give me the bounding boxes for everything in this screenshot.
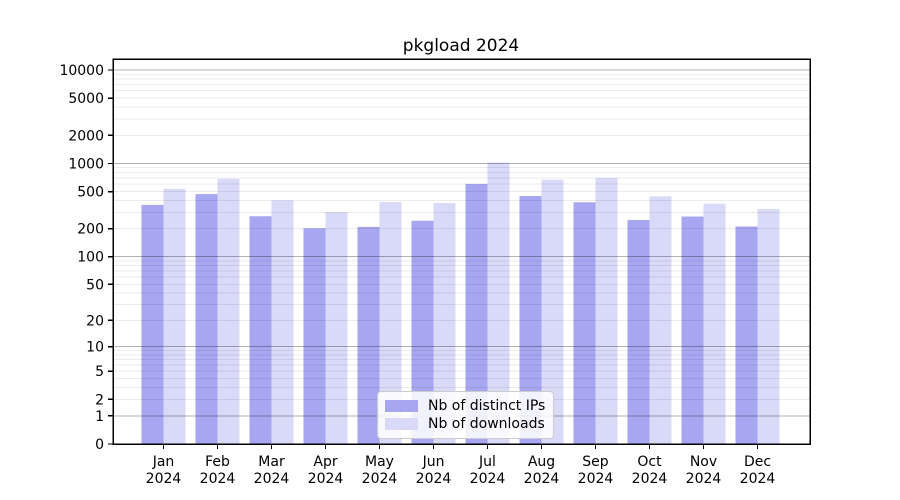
y-tick-label: 50: [86, 277, 104, 293]
y-tick-label: 1: [95, 409, 104, 425]
x-tick-label-year: 2024: [308, 471, 344, 487]
x-tick-label: Feb: [205, 454, 230, 470]
legend-item-downloads: Nb of downloads: [385, 415, 545, 433]
bar-downloads-nov: [703, 203, 726, 444]
x-tick-label-year: 2024: [362, 471, 398, 487]
bar-downloads-dec: [757, 209, 780, 444]
bar-ips-sep: [573, 202, 596, 444]
x-tick-label-year: 2024: [524, 471, 560, 487]
y-tick-label: 1000: [68, 156, 104, 172]
bar-ips-jan: [141, 204, 164, 444]
bar-ips-apr: [303, 228, 326, 444]
y-tick-label: 500: [77, 185, 104, 201]
bar-downloads-mar: [271, 200, 294, 444]
bar-ips-feb: [195, 194, 218, 444]
legend-label-distinct-ips: Nb of distinct IPs: [428, 398, 546, 414]
x-tick-label: Mar: [258, 454, 285, 470]
bar-downloads-sep: [595, 177, 618, 445]
y-tick-label: 200: [77, 222, 104, 238]
bar-downloads-aug: [541, 179, 564, 444]
x-tick-label: Jul: [478, 454, 496, 470]
y-tick-label: 100: [77, 250, 104, 266]
bar-downloads-oct: [649, 196, 672, 444]
x-tick-label-year: 2024: [470, 471, 506, 487]
x-tick-label: Jan: [152, 454, 175, 470]
plot-frame: [112, 58, 811, 445]
bar-downloads-feb: [217, 178, 240, 444]
bar-ips-nov: [681, 216, 704, 444]
x-tick-label: Sep: [582, 454, 609, 470]
x-tick-label-year: 2024: [686, 471, 722, 487]
y-tick-label: 2000: [68, 128, 104, 144]
x-tick-label-year: 2024: [578, 471, 614, 487]
chart-title: pkgload 2024: [402, 36, 520, 56]
y-tick-label: 5: [95, 364, 104, 380]
x-tick-label: Nov: [690, 454, 717, 470]
x-tick-label-year: 2024: [632, 471, 668, 487]
y-tick-label: 0: [95, 437, 104, 453]
bar-downloads-apr: [325, 211, 348, 444]
bar-ips-jul: [465, 183, 488, 444]
bar-ips-jun: [411, 220, 434, 444]
bar-ips-may: [357, 226, 380, 444]
x-tick-label: Apr: [313, 454, 337, 470]
bar-ips-aug: [519, 196, 542, 444]
bar-ips-mar: [249, 216, 272, 444]
x-tick-label-year: 2024: [146, 471, 182, 487]
x-tick-label: Dec: [744, 454, 771, 470]
bar-downloads-may: [379, 202, 402, 444]
bar-downloads-jan: [163, 188, 186, 444]
y-tick-label: 10: [86, 340, 104, 356]
x-tick-label-year: 2024: [740, 471, 776, 487]
legend-swatch-downloads: [385, 418, 418, 430]
x-tick-label: Oct: [637, 454, 662, 470]
legend-item-distinct-ips: Nb of distinct IPs: [385, 397, 545, 415]
x-tick-label-year: 2024: [254, 471, 290, 487]
x-tick-label: May: [365, 454, 394, 470]
x-tick-label-year: 2024: [416, 471, 452, 487]
y-tick-label: 2: [95, 392, 104, 408]
x-tick-label-year: 2024: [200, 471, 236, 487]
legend: Nb of distinct IPs Nb of downloads: [377, 391, 555, 439]
bar-ips-dec: [735, 226, 758, 444]
x-tick-label: Jun: [422, 454, 445, 470]
legend-swatch-distinct-ips: [385, 400, 418, 412]
bar-downloads-jul: [487, 162, 510, 444]
legend-label-downloads: Nb of downloads: [428, 416, 545, 432]
y-tick-label: 20: [86, 313, 104, 329]
bar-ips-oct: [627, 219, 650, 444]
y-tick-label: 10000: [59, 63, 104, 79]
y-tick-label: 5000: [68, 91, 104, 107]
x-tick-label: Aug: [528, 454, 555, 470]
bar-downloads-jun: [433, 203, 456, 444]
